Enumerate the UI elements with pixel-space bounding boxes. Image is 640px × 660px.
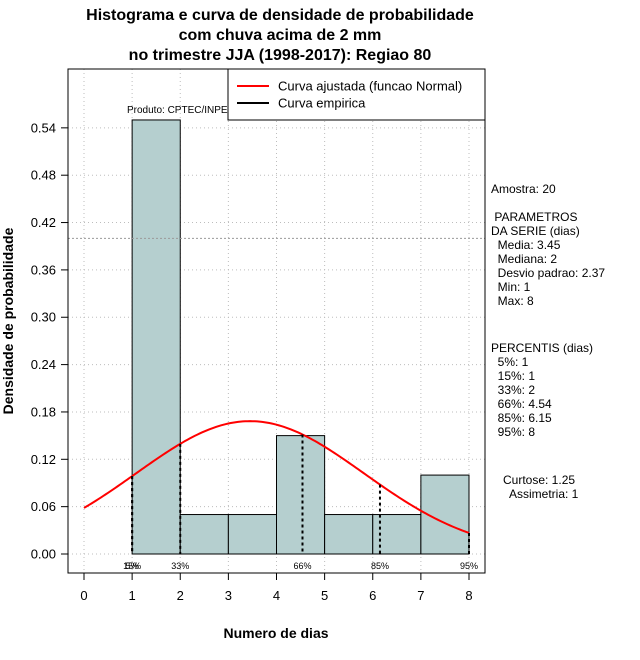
legend-box (227, 68, 486, 121)
y-tick-label: 0.54 (31, 120, 56, 135)
y-tick-label: 0.30 (31, 310, 56, 325)
stat-curtose: Curtose: 1.25 (503, 473, 576, 487)
histogram-bar (324, 514, 374, 555)
chart-title-line-1: Histograma e curva de densidade de proba… (86, 7, 474, 24)
histogram-bar (276, 435, 326, 555)
y-tick-label: 0.18 (31, 404, 56, 419)
x-tick-label: 6 (369, 588, 376, 603)
x-axis-label: Numero de dias (223, 625, 328, 641)
stat-mediana: Mediana: 2 (491, 252, 558, 266)
stat-p33: 33%: 2 (491, 383, 536, 397)
x-tick-label: 3 (225, 588, 232, 603)
x-tick-label: 0 (80, 588, 87, 603)
stat-min: Min: 1 (491, 280, 531, 294)
product-annotation: Produto: CPTEC/INPE (127, 105, 228, 116)
histogram-bar (131, 119, 181, 555)
stat-max: Max: 8 (491, 294, 534, 308)
stat-p5: 5%: 1 (491, 355, 529, 369)
y-tick-label: 0.06 (31, 499, 56, 514)
stat-param-title-1: PARAMETROS (491, 210, 578, 224)
x-tick-label: 5 (321, 588, 328, 603)
stat-desvio: Desvio padrao: 2.37 (491, 266, 606, 280)
legend-label: Curva empirica (278, 96, 366, 111)
percentile-label: 15% (123, 561, 141, 571)
stat-percentis-title: PERCENTIS (dias) (491, 341, 594, 355)
x-tick-label: 8 (465, 588, 472, 603)
stat-p85: 85%: 6.15 (491, 411, 552, 425)
normal-curve-line (83, 420, 470, 534)
y-axis-label: Densidade de probabilidade (0, 227, 16, 414)
percentile-label: 85% (371, 561, 389, 571)
stat-p15: 15%: 1 (491, 369, 536, 383)
stat-assimetria: Assimetria: 1 (503, 487, 579, 501)
histogram-bar (227, 514, 277, 555)
x-tick-label: 1 (129, 588, 136, 603)
y-tick-label: 0.24 (31, 357, 56, 372)
chart-title-line-3: no trimestre JJA (1998-2017): Regiao 80 (128, 47, 432, 64)
stat-media: Media: 3.45 (491, 238, 561, 252)
y-tick-label: 0.42 (31, 215, 56, 230)
y-tick-label: 0.00 (31, 547, 56, 562)
percentile-label: 33% (171, 561, 189, 571)
stat-p66: 66%: 4.54 (491, 397, 552, 411)
chart-title-line-2: com chuva acima de 2 mm (178, 27, 382, 44)
percentile-label: 66% (293, 561, 311, 571)
x-tick-label: 7 (417, 588, 424, 603)
x-tick-label: 4 (273, 588, 280, 603)
y-tick-label: 0.12 (31, 452, 56, 467)
histogram-bar (420, 474, 470, 555)
stat-param-title-2: DA SERIE (dias) (491, 224, 580, 238)
histogram-bar (179, 514, 229, 555)
stat-p95: 95%: 8 (491, 425, 536, 439)
x-tick-label: 2 (177, 588, 184, 603)
percentile-label: 5% (126, 561, 139, 571)
legend-label: Curva ajustada (funcao Normal) (278, 79, 462, 94)
y-tick-label: 0.36 (31, 262, 56, 277)
stat-amostra: Amostra: 20 (491, 182, 556, 196)
y-tick-label: 0.48 (31, 168, 56, 183)
percentile-label: 95% (460, 561, 478, 571)
